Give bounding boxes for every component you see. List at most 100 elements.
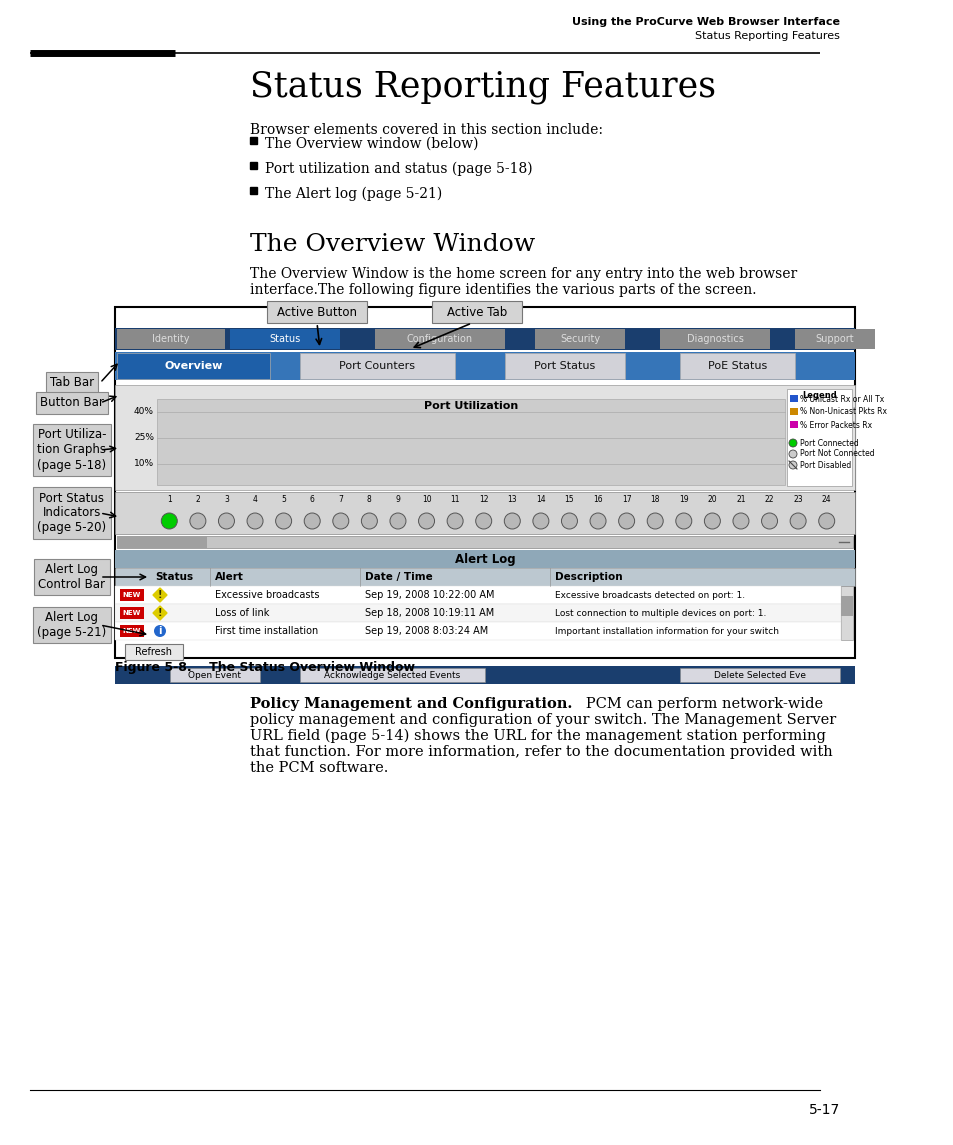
Text: Alert Log
Control Bar: Alert Log Control Bar [38,563,106,591]
Text: % Error Packets Rx: % Error Packets Rx [800,420,871,429]
Bar [115,622,841,640]
Bar [115,307,854,658]
Bar [504,353,624,379]
Circle shape [161,513,177,529]
Circle shape [447,513,462,529]
Text: Sep 18, 2008 10:19:11 AM: Sep 18, 2008 10:19:11 AM [365,608,494,618]
Text: Button Bar: Button Bar [40,396,104,410]
Bar [789,395,797,402]
Text: Port Status: Port Status [534,361,595,371]
Circle shape [760,513,777,529]
Text: Port Status
Indicators
(page 5-20): Port Status Indicators (page 5-20) [37,491,107,535]
Text: Date / Time: Date / Time [365,572,433,582]
Bar [115,385,854,490]
Text: 10%: 10% [133,459,153,468]
Bar [794,329,874,349]
Text: Configuration: Configuration [407,334,473,344]
Text: Sep 19, 2008 10:22:00 AM: Sep 19, 2008 10:22:00 AM [365,590,494,600]
Text: 25%: 25% [133,433,153,442]
Text: Port Connected: Port Connected [800,439,858,448]
Bar [375,329,504,349]
Circle shape [153,625,166,637]
Bar [841,597,852,616]
Text: 11: 11 [450,495,459,504]
Bar [115,605,841,622]
Text: 15: 15 [564,495,574,504]
Bar [230,329,339,349]
Text: Delete Selected Eve: Delete Selected Eve [713,671,805,679]
Text: Status Reporting Features: Status Reporting Features [250,70,716,104]
Circle shape [190,513,206,529]
Text: Excessive broadcasts: Excessive broadcasts [214,590,319,600]
Text: Open Event: Open Event [189,671,241,679]
Bar [117,536,207,548]
Text: Overview: Overview [164,361,222,371]
Text: 14: 14 [536,495,545,504]
Text: Port Utiliza-
tion Graphs
(page 5-18): Port Utiliza- tion Graphs (page 5-18) [37,428,107,472]
Text: 7: 7 [338,495,343,504]
Bar [789,408,797,414]
Circle shape [618,513,634,529]
Bar [125,643,183,660]
Text: Tab Bar: Tab Bar [50,377,94,389]
Text: Port Counters: Port Counters [339,361,416,371]
Text: 4: 4 [253,495,257,504]
Bar [299,353,455,379]
Text: PoE Status: PoE Status [707,361,766,371]
Bar [120,625,144,637]
Text: % Non-Unicast Pkts Rx: % Non-Unicast Pkts Rx [800,408,886,417]
Text: 5-17: 5-17 [808,1103,840,1118]
Circle shape [304,513,320,529]
Circle shape [589,513,605,529]
Text: 8: 8 [367,495,372,504]
Text: The Alert log (page 5-21): The Alert log (page 5-21) [265,187,442,202]
Text: policy management and configuration of your switch. The Management Server: policy management and configuration of y… [250,713,836,727]
Text: Diagnostics: Diagnostics [686,334,742,344]
Text: NEW: NEW [123,610,141,616]
Text: Legend: Legend [801,390,836,400]
Text: 10: 10 [421,495,431,504]
Polygon shape [152,606,167,619]
Text: 6: 6 [310,495,314,504]
Circle shape [333,513,349,529]
Text: Port Utilization: Port Utilization [423,401,517,411]
Text: 19: 19 [679,495,688,504]
Text: Status: Status [269,334,300,344]
Bar [250,161,256,169]
Bar [115,352,854,380]
Text: Alert Log
(page 5-21): Alert Log (page 5-21) [37,611,107,639]
Text: Using the ProCurve Web Browser Interface: Using the ProCurve Web Browser Interface [572,17,840,27]
Text: 22: 22 [764,495,774,504]
Bar [115,327,854,350]
Text: Security: Security [559,334,599,344]
Bar [250,187,256,194]
Text: Active Tab: Active Tab [446,306,507,318]
Bar [115,492,854,534]
Text: NEW: NEW [123,592,141,598]
Text: the PCM software.: the PCM software. [250,761,388,775]
Text: Policy Management and Configuration.: Policy Management and Configuration. [250,697,572,711]
Text: Browser elements covered in this section include:: Browser elements covered in this section… [250,123,602,137]
Bar [115,550,854,568]
Bar [679,668,840,682]
Circle shape [675,513,691,529]
Bar [786,389,851,485]
Text: First time installation: First time installation [214,626,318,635]
Text: Excessive broadcasts detected on port: 1.: Excessive broadcasts detected on port: 1… [555,591,744,600]
Circle shape [275,513,292,529]
Bar [841,586,852,640]
Text: Active Button: Active Button [276,306,356,318]
Bar [157,398,784,485]
Bar [267,301,367,323]
Text: The Overview Window is the home screen for any entry into the web browser: The Overview Window is the home screen f… [250,267,797,281]
Bar [659,329,769,349]
Text: Identity: Identity [152,334,190,344]
Text: NEW: NEW [123,627,141,634]
Text: 40%: 40% [133,408,153,417]
Circle shape [561,513,577,529]
Text: Figure 5-8.    The Status Overview Window: Figure 5-8. The Status Overview Window [115,661,415,674]
Text: 23: 23 [793,495,802,504]
Bar [535,329,624,349]
Circle shape [818,513,834,529]
Text: 21: 21 [736,495,745,504]
